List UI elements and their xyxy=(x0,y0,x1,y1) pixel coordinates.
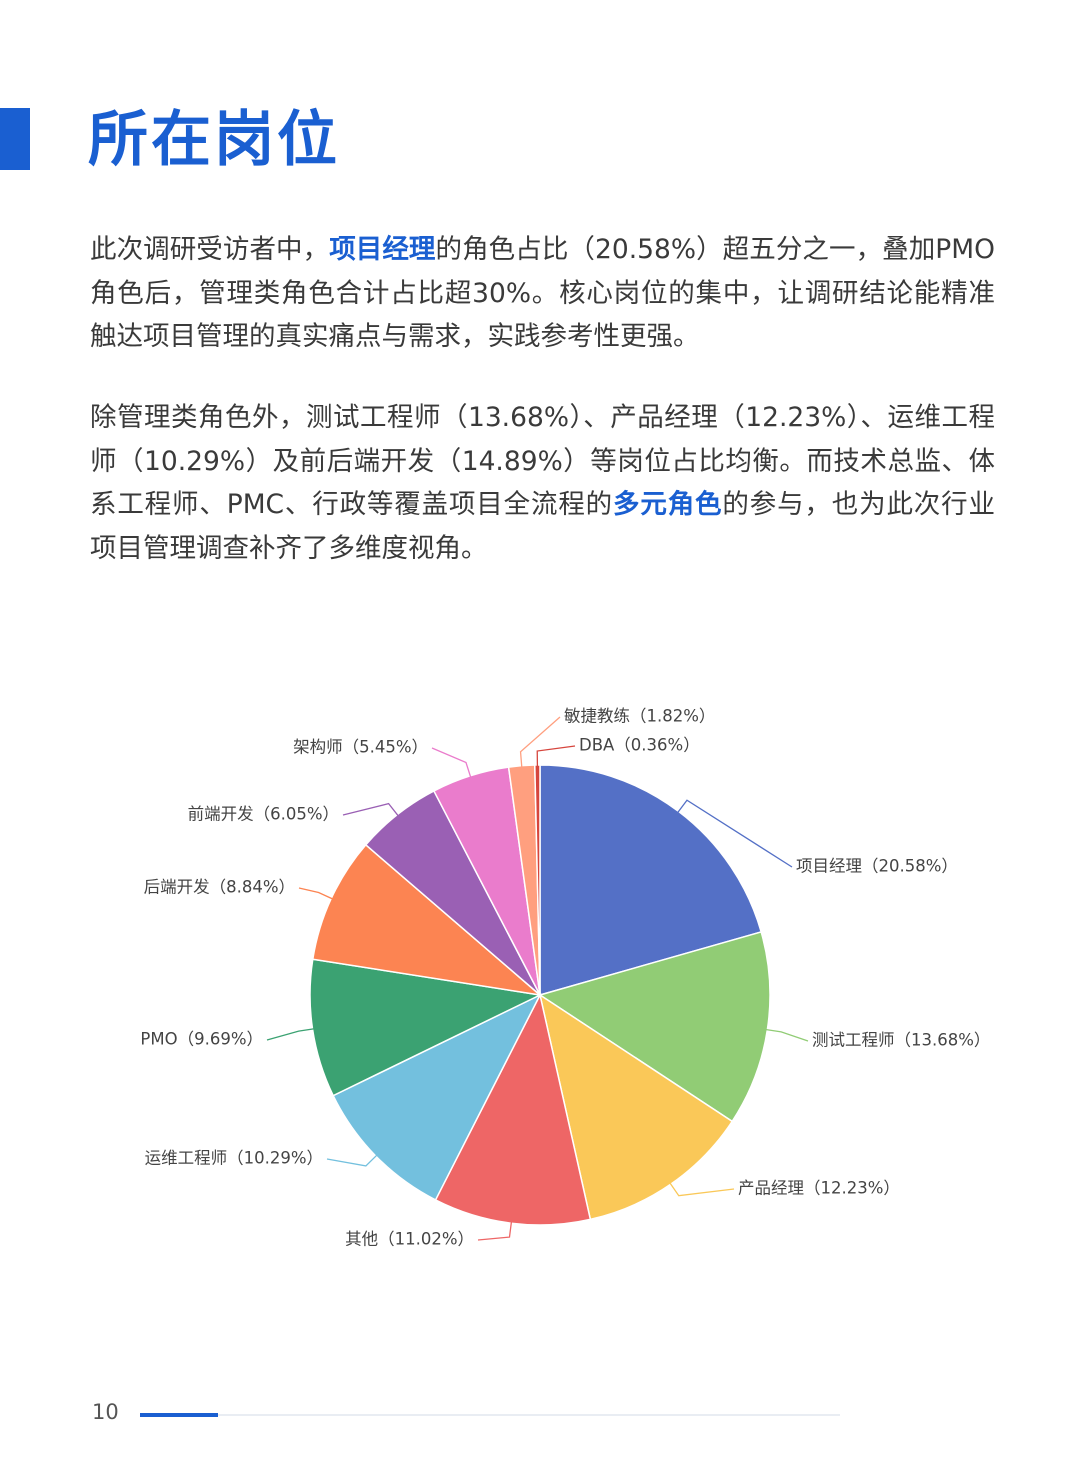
slice-label-3: 产品经理（12.23%） xyxy=(738,1179,900,1198)
leader-line-10 xyxy=(519,716,561,767)
paragraph-text: 的角色占比（20.58%）超五分之一，叠加PMO角色后，管理类角色合计占比超30… xyxy=(90,234,996,352)
label-leaders xyxy=(266,716,809,1241)
leader-line-1 xyxy=(677,799,793,868)
pie-slices xyxy=(309,764,771,1226)
detail-paragraph: 除管理类角色外，测试工程师（13.68%）、产品经理（12.23%）、运维工程师… xyxy=(90,396,995,570)
leader-line-3 xyxy=(669,1182,735,1197)
leader-line-2 xyxy=(766,1029,809,1042)
slice-labels: 项目经理（20.58%） 测试工程师（13.68%） 产品经理（12.23%） 其他（… xyxy=(140,707,990,1249)
leader-line-5 xyxy=(326,1154,378,1167)
paragraph-text: 此次调研受访者中， xyxy=(90,234,330,265)
slice-label-1: 项目经理（20.58%） xyxy=(796,857,958,876)
leader-line-4 xyxy=(477,1222,513,1241)
paragraph-text: 的参与，也为此次行业项目管理调查补齐了多维度视角。 xyxy=(90,489,995,564)
paragraph-text: 除管理类角色外，测试工程师（13.68%）、产品经理（12.23%）、运维工程师… xyxy=(90,402,995,520)
page-title: 所在岗位 xyxy=(88,105,340,175)
slice-label-2: 测试工程师（13.68%） xyxy=(812,1031,990,1050)
slice-label-11: DBA（0.36%） xyxy=(579,736,700,755)
slice-label-7: 后端开发（8.84%） xyxy=(144,878,295,897)
slice-label-8: 前端开发（6.05%） xyxy=(188,805,339,824)
page-number: 10 xyxy=(92,1400,119,1424)
role-pie-chart: 项目经理（20.58%） 测试工程师（13.68%） 产品经理（12.23%） 其他（… xyxy=(140,707,990,1249)
footer-divider xyxy=(140,1414,840,1416)
highlight-project-manager: 项目经理 xyxy=(329,234,436,265)
title-accent-bar xyxy=(0,108,30,170)
leader-line-9 xyxy=(431,747,472,777)
slice-label-4: 其他（11.02%） xyxy=(345,1230,474,1249)
highlight-diverse-roles: 多元角色 xyxy=(613,489,723,520)
leader-line-8 xyxy=(342,802,399,816)
slice-label-6: PMO（9.69%） xyxy=(140,1030,263,1049)
intro-paragraph: 此次调研受访者中，项目经理的角色占比（20.58%）超五分之一，叠加PMO角色后… xyxy=(90,228,995,359)
leader-line-6 xyxy=(266,1028,314,1041)
footer-accent xyxy=(140,1413,218,1417)
slice-label-9: 架构师（5.45%） xyxy=(293,738,428,757)
leader-line-11 xyxy=(536,745,576,767)
slice-label-5: 运维工程师（10.29%） xyxy=(145,1149,323,1168)
leader-line-7 xyxy=(298,887,333,900)
slice-label-10: 敏捷教练（1.82%） xyxy=(564,707,715,726)
